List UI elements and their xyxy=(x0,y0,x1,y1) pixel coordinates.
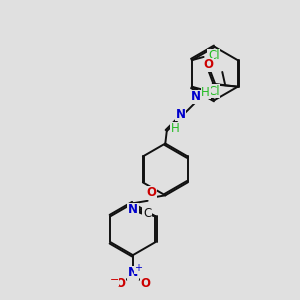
Text: −: − xyxy=(110,275,119,285)
Text: Cl: Cl xyxy=(208,85,220,98)
Text: N: N xyxy=(128,203,138,216)
Text: C: C xyxy=(143,207,151,220)
Text: O: O xyxy=(203,58,213,71)
Text: H: H xyxy=(201,86,210,99)
Text: O: O xyxy=(146,186,157,199)
Text: H: H xyxy=(171,122,179,135)
Text: N: N xyxy=(176,108,186,121)
Text: O: O xyxy=(116,277,125,290)
Text: O: O xyxy=(140,277,150,290)
Text: N: N xyxy=(191,91,201,103)
Text: Cl: Cl xyxy=(208,49,220,62)
Text: N: N xyxy=(128,266,138,279)
Text: +: + xyxy=(134,263,142,273)
